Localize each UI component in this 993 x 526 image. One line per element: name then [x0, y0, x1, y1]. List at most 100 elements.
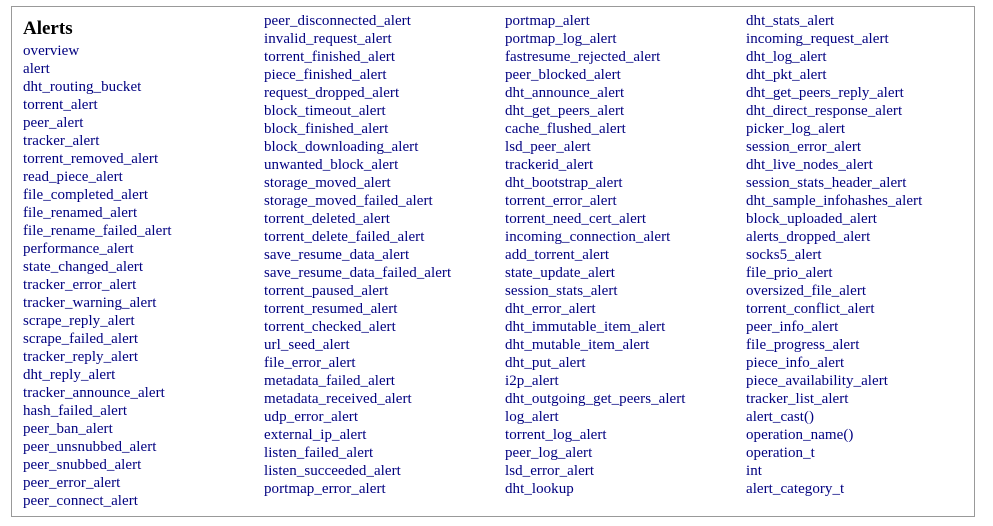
alert-link[interactable]: incoming_request_alert — [746, 31, 889, 47]
alert-link[interactable]: torrent_paused_alert — [264, 283, 389, 299]
alert-link[interactable]: alert_cast() — [746, 409, 815, 425]
alert-link[interactable]: tracker_list_alert — [746, 391, 849, 407]
alert-link[interactable]: peer_log_alert — [505, 445, 593, 461]
alert-link[interactable]: torrent_conflict_alert — [746, 301, 875, 317]
alert-link[interactable]: dht_put_alert — [505, 355, 586, 371]
alert-link[interactable]: operation_name() — [746, 427, 854, 443]
alert-link[interactable]: torrent_checked_alert — [264, 319, 396, 335]
alert-link[interactable]: hash_failed_alert — [23, 403, 128, 419]
alert-link[interactable]: block_finished_alert — [264, 121, 389, 137]
alert-link[interactable]: dht_immutable_item_alert — [505, 319, 666, 335]
alert-link[interactable]: torrent_error_alert — [505, 193, 617, 209]
alert-link[interactable]: listen_succeeded_alert — [264, 463, 401, 479]
alert-link[interactable]: torrent_log_alert — [505, 427, 607, 443]
alert-link[interactable]: peer_unsnubbed_alert — [23, 439, 157, 455]
alert-link[interactable]: peer_connect_alert — [23, 493, 138, 509]
alert-link[interactable]: file_error_alert — [264, 355, 356, 371]
alert-link[interactable]: torrent_deleted_alert — [264, 211, 390, 227]
alert-link[interactable]: metadata_received_alert — [264, 391, 412, 407]
alert-link[interactable]: dht_mutable_item_alert — [505, 337, 650, 353]
alert-link[interactable]: torrent_resumed_alert — [264, 301, 398, 317]
alert-link[interactable]: alert_category_t — [746, 481, 845, 497]
alert-link[interactable]: block_downloading_alert — [264, 139, 419, 155]
alert-link[interactable]: cache_flushed_alert — [505, 121, 626, 137]
alert-link[interactable]: peer_info_alert — [746, 319, 839, 335]
alert-link[interactable]: file_progress_alert — [746, 337, 860, 353]
alert-link[interactable]: int — [746, 463, 762, 479]
alert-link[interactable]: udp_error_alert — [264, 409, 359, 425]
alert-link[interactable]: tracker_announce_alert — [23, 385, 165, 401]
alert-link[interactable]: portmap_error_alert — [264, 481, 386, 497]
alert-link[interactable]: dht_sample_infohashes_alert — [746, 193, 923, 209]
alert-link[interactable]: session_stats_alert — [505, 283, 618, 299]
alert-link[interactable]: dht_lookup — [505, 481, 574, 497]
alert-link[interactable]: file_renamed_alert — [23, 205, 138, 221]
alert-link[interactable]: torrent_finished_alert — [264, 49, 396, 65]
alert-link[interactable]: picker_log_alert — [746, 121, 846, 137]
alert-link[interactable]: piece_finished_alert — [264, 67, 387, 83]
alert-link[interactable]: session_stats_header_alert — [746, 175, 907, 191]
alert-link[interactable]: peer_disconnected_alert — [264, 13, 411, 29]
alert-link[interactable]: add_torrent_alert — [505, 247, 610, 263]
alert-link[interactable]: file_rename_failed_alert — [23, 223, 172, 239]
alert-link[interactable]: incoming_connection_alert — [505, 229, 671, 245]
alert-link[interactable]: dht_reply_alert — [23, 367, 116, 383]
alert-link[interactable]: dht_stats_alert — [746, 13, 835, 29]
alert-link[interactable]: log_alert — [505, 409, 559, 425]
alert-link[interactable]: peer_alert — [23, 115, 84, 131]
alert-link[interactable]: dht_log_alert — [746, 49, 827, 65]
alert-link[interactable]: peer_error_alert — [23, 475, 121, 491]
alert-link[interactable]: block_timeout_alert — [264, 103, 386, 119]
alert-link[interactable]: scrape_reply_alert — [23, 313, 135, 329]
alert-link[interactable]: listen_failed_alert — [264, 445, 374, 461]
alert-link[interactable]: metadata_failed_alert — [264, 373, 395, 389]
alert-link[interactable]: unwanted_block_alert — [264, 157, 399, 173]
alert-link[interactable]: tracker_alert — [23, 133, 100, 149]
alert-link[interactable]: request_dropped_alert — [264, 85, 400, 101]
alert-link[interactable]: state_changed_alert — [23, 259, 144, 275]
alert-link[interactable]: portmap_alert — [505, 13, 590, 29]
alert-link[interactable]: save_resume_data_alert — [264, 247, 410, 263]
alert-link[interactable]: dht_pkt_alert — [746, 67, 827, 83]
alert-link[interactable]: peer_snubbed_alert — [23, 457, 142, 473]
alert-link[interactable]: dht_routing_bucket — [23, 79, 142, 95]
alert-link[interactable]: dht_live_nodes_alert — [746, 157, 873, 173]
alert-link[interactable]: fastresume_rejected_alert — [505, 49, 661, 65]
alert-link[interactable]: oversized_file_alert — [746, 283, 867, 299]
alert-link[interactable]: invalid_request_alert — [264, 31, 392, 47]
alert-link[interactable]: dht_error_alert — [505, 301, 596, 317]
alert-link[interactable]: block_uploaded_alert — [746, 211, 877, 227]
alert-link[interactable]: dht_outgoing_get_peers_alert — [505, 391, 686, 407]
alert-link[interactable]: storage_moved_failed_alert — [264, 193, 433, 209]
alert-link[interactable]: scrape_failed_alert — [23, 331, 139, 347]
alert-link[interactable]: alert — [23, 61, 50, 77]
alert-link[interactable]: lsd_error_alert — [505, 463, 595, 479]
alert-link[interactable]: torrent_alert — [23, 97, 98, 113]
alert-link[interactable]: tracker_error_alert — [23, 277, 137, 293]
alert-link[interactable]: piece_info_alert — [746, 355, 845, 371]
alert-link[interactable]: piece_availability_alert — [746, 373, 888, 389]
alert-link[interactable]: performance_alert — [23, 241, 134, 257]
alert-link[interactable]: dht_announce_alert — [505, 85, 625, 101]
alert-link[interactable]: tracker_warning_alert — [23, 295, 157, 311]
alert-link[interactable]: save_resume_data_failed_alert — [264, 265, 452, 281]
alert-link[interactable]: peer_ban_alert — [23, 421, 113, 437]
alert-link[interactable]: file_prio_alert — [746, 265, 833, 281]
alert-link[interactable]: external_ip_alert — [264, 427, 367, 443]
alert-link[interactable]: torrent_need_cert_alert — [505, 211, 647, 227]
alert-link[interactable]: url_seed_alert — [264, 337, 350, 353]
alert-link[interactable]: state_update_alert — [505, 265, 616, 281]
alert-link[interactable]: operation_t — [746, 445, 815, 461]
alert-link[interactable]: torrent_removed_alert — [23, 151, 159, 167]
alert-link[interactable]: i2p_alert — [505, 373, 559, 389]
alert-link[interactable]: torrent_delete_failed_alert — [264, 229, 425, 245]
alert-link[interactable]: dht_direct_response_alert — [746, 103, 903, 119]
alert-link[interactable]: storage_moved_alert — [264, 175, 391, 191]
alert-link[interactable]: session_error_alert — [746, 139, 862, 155]
alert-link[interactable]: portmap_log_alert — [505, 31, 617, 47]
alert-link[interactable]: read_piece_alert — [23, 169, 123, 185]
alert-link[interactable]: peer_blocked_alert — [505, 67, 621, 83]
alert-link[interactable]: overview — [23, 43, 80, 59]
alert-link[interactable]: dht_get_peers_reply_alert — [746, 85, 904, 101]
alert-link[interactable]: dht_get_peers_alert — [505, 103, 625, 119]
